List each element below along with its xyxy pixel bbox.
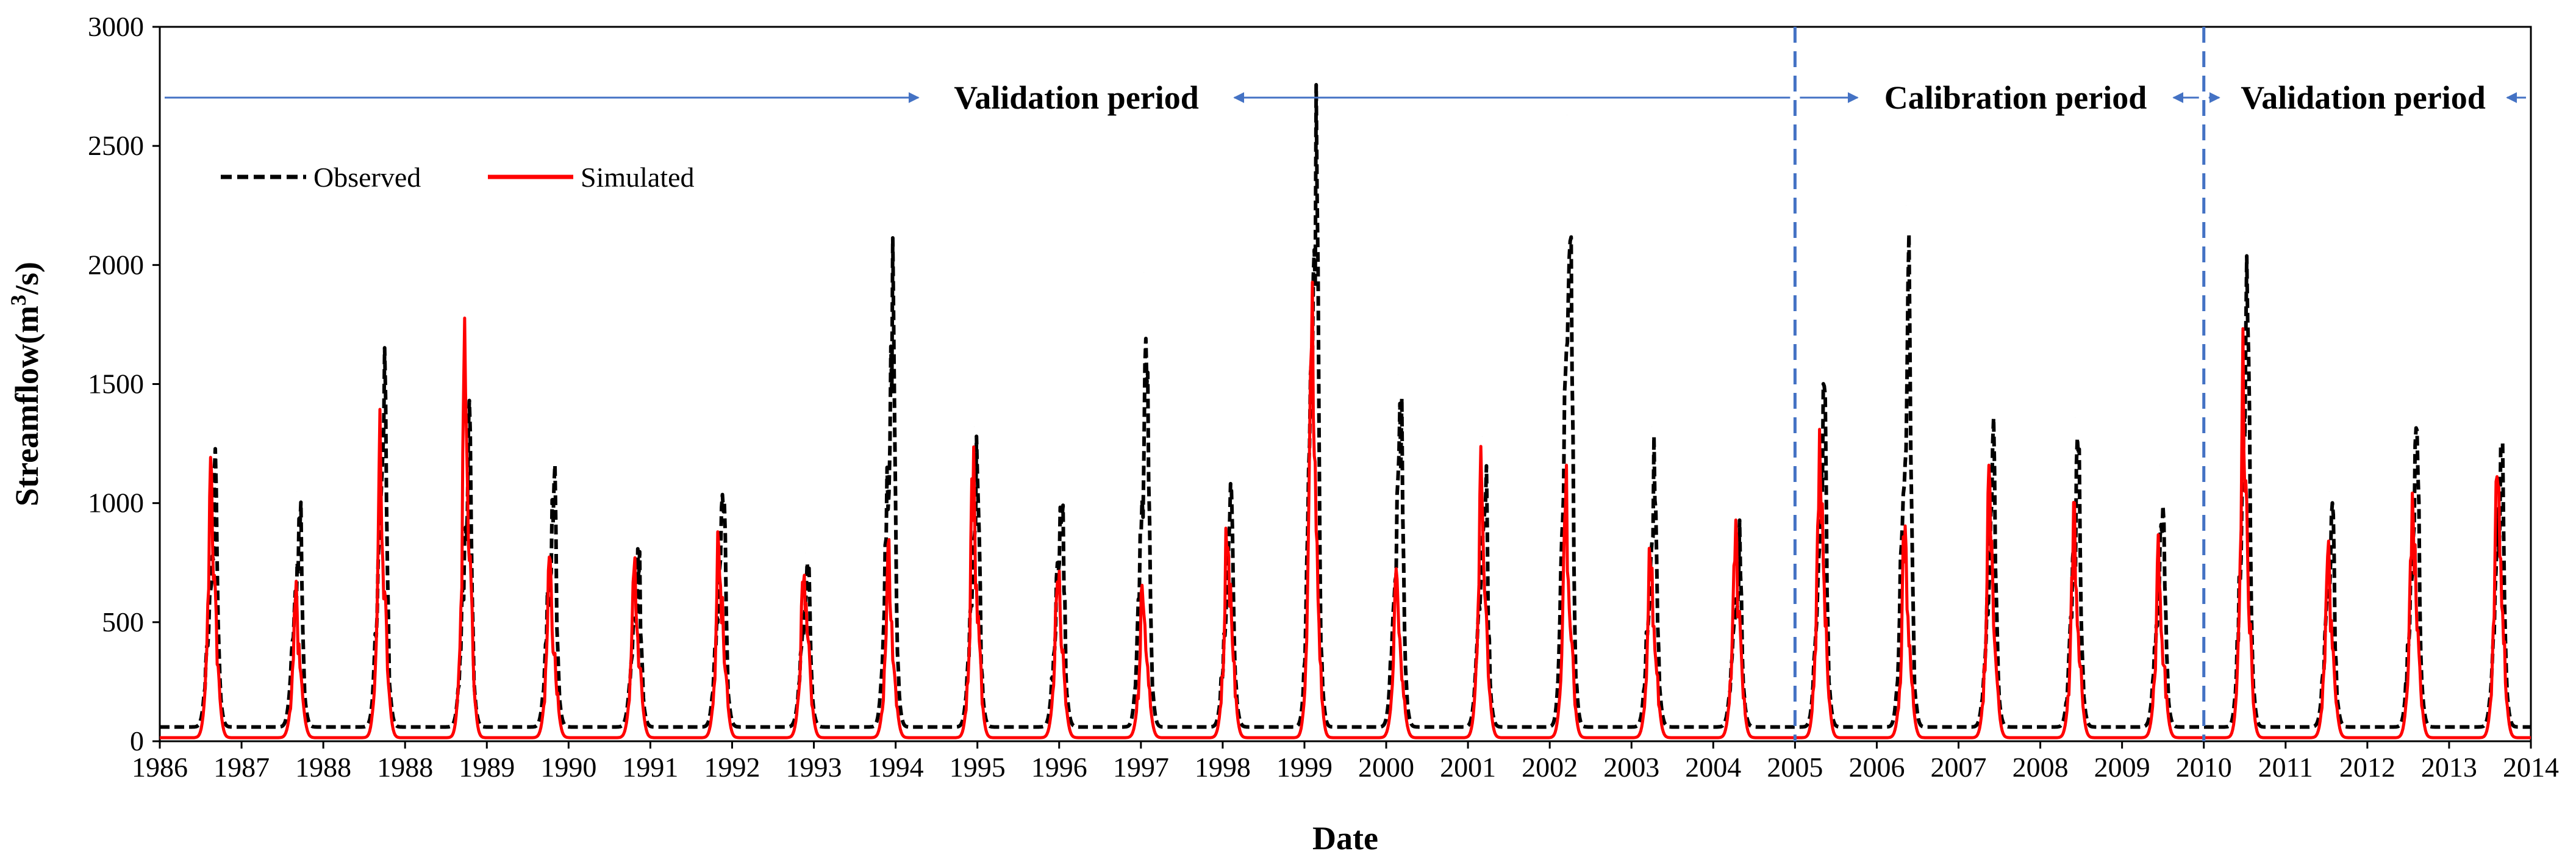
x-tick-label: 2013 bbox=[2421, 752, 2477, 783]
x-tick-label: 2001 bbox=[1440, 752, 1496, 783]
period-label: Validation period bbox=[2241, 79, 2486, 116]
x-tick-label: 1997 bbox=[1113, 752, 1169, 783]
x-axis-title: Date bbox=[1312, 820, 1378, 857]
y-axis-title-tail: /s) bbox=[9, 262, 45, 295]
x-tick-label: 2002 bbox=[1522, 752, 1578, 783]
x-tick-label: 1988 bbox=[377, 752, 433, 783]
y-tick-label: 1000 bbox=[88, 487, 144, 519]
x-tick-label: 1986 bbox=[132, 752, 188, 783]
x-tick-label: 1994 bbox=[868, 752, 924, 783]
x-tick-label: 1992 bbox=[704, 752, 760, 783]
y-axis-title-main: Streamflow(m bbox=[9, 306, 45, 506]
period-label: Validation period bbox=[954, 79, 1199, 116]
x-tick-label: 2009 bbox=[2094, 752, 2150, 783]
x-tick-label: 1988 bbox=[295, 752, 351, 783]
x-tick-label: 2003 bbox=[1603, 752, 1659, 783]
x-tick-label: 2006 bbox=[1848, 752, 1905, 783]
plot-frame bbox=[159, 26, 2532, 742]
x-tick-label: 1991 bbox=[622, 752, 678, 783]
x-tick-label: 2005 bbox=[1767, 752, 1823, 783]
x-tick-label: 1993 bbox=[786, 752, 842, 783]
y-tick-label: 0 bbox=[130, 725, 144, 757]
legend-observed-label: Observed bbox=[313, 162, 421, 193]
x-tick-label: 2011 bbox=[2258, 752, 2313, 783]
x-tick-label: 1998 bbox=[1195, 752, 1251, 783]
x-tick-label: 2007 bbox=[1931, 752, 1987, 783]
y-tick-label: 1500 bbox=[88, 368, 144, 400]
series-layer bbox=[159, 83, 2532, 739]
x-tick-label: 1989 bbox=[459, 752, 515, 783]
x-tick-label: 1999 bbox=[1276, 752, 1333, 783]
y-axis-title-sup: 3 bbox=[6, 295, 30, 306]
y-tick-label: 2000 bbox=[88, 249, 144, 280]
x-tick-label: 2014 bbox=[2503, 752, 2559, 783]
annotation-layer bbox=[165, 27, 2526, 741]
legend-simulated-label: Simulated bbox=[581, 162, 695, 193]
axes-layer bbox=[152, 26, 2532, 749]
x-tick-label: 2012 bbox=[2339, 752, 2395, 783]
x-tick-label: 2008 bbox=[2012, 752, 2069, 783]
x-tick-label: 1987 bbox=[213, 752, 270, 783]
text-layer: 0 500 1000 1500 2000 2500 3000 1986 1987 1988 1988… bbox=[6, 11, 2559, 857]
period-label: Calibration period bbox=[1884, 79, 2147, 116]
y-tick-label: 500 bbox=[102, 606, 144, 638]
x-tick-label: 2010 bbox=[2176, 752, 2232, 783]
x-tick-label: 1996 bbox=[1031, 752, 1087, 783]
x-tick-label: 1990 bbox=[540, 752, 596, 783]
y-axis-title: Streamflow(m3/s) bbox=[6, 262, 45, 506]
y-tick-label: 2500 bbox=[88, 130, 144, 161]
observed-series-line bbox=[159, 83, 2532, 729]
y-tick-label: 3000 bbox=[88, 11, 144, 42]
x-tick-label: 2000 bbox=[1358, 752, 1414, 783]
x-tick-label: 1995 bbox=[950, 752, 1006, 783]
x-tick-label: 2004 bbox=[1685, 752, 1741, 783]
simulated-series-line bbox=[159, 280, 2531, 739]
